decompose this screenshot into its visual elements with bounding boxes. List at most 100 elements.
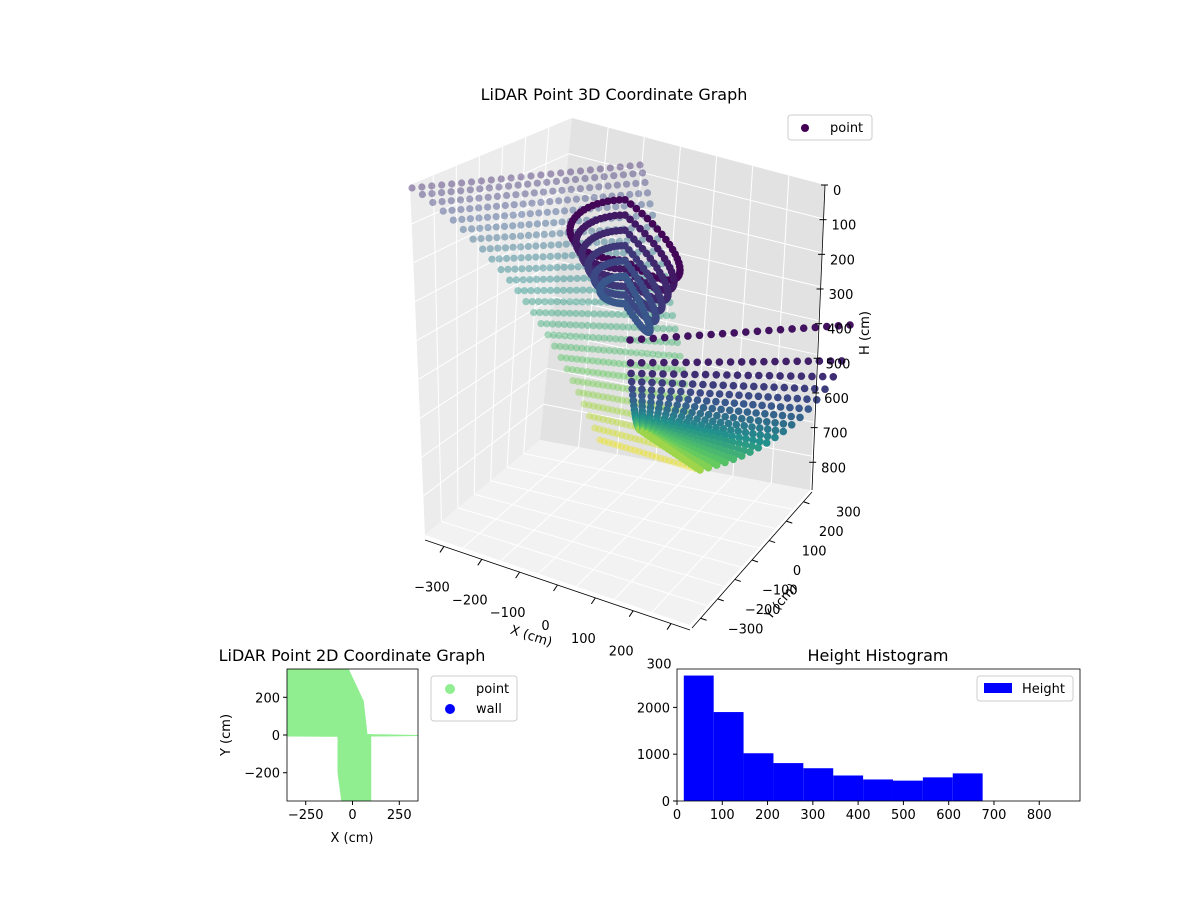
point-marker bbox=[804, 405, 813, 413]
point-marker bbox=[612, 335, 620, 343]
point-marker bbox=[674, 459, 682, 468]
point-marker bbox=[609, 394, 617, 402]
point-marker bbox=[646, 324, 654, 333]
point-marker bbox=[765, 371, 774, 380]
point-marker bbox=[539, 242, 548, 250]
point-marker bbox=[748, 442, 756, 451]
point-marker bbox=[631, 446, 639, 454]
z-tick-label-3d: 600 bbox=[824, 392, 849, 407]
point-marker bbox=[543, 320, 551, 328]
x-tick-label-histogram: 700 bbox=[982, 808, 1007, 823]
scatter-2d bbox=[287, 669, 418, 801]
point-marker bbox=[599, 381, 607, 389]
point-marker bbox=[540, 286, 548, 295]
point-marker bbox=[505, 182, 513, 190]
legend-3d: point bbox=[787, 114, 873, 141]
x-ticks-histogram: 0 100 200 300 400 500 600 700 800 bbox=[673, 801, 1052, 823]
y-tick-mark-3d bbox=[734, 578, 742, 582]
point-marker bbox=[408, 184, 416, 192]
x-tick-label-3d: −300 bbox=[414, 580, 450, 595]
point-marker bbox=[594, 392, 602, 400]
point-marker bbox=[696, 466, 704, 474]
point-marker bbox=[649, 358, 657, 367]
point-marker bbox=[771, 433, 779, 442]
point-marker bbox=[648, 370, 657, 378]
point-marker bbox=[624, 323, 633, 331]
point-marker bbox=[614, 310, 622, 318]
point-marker bbox=[834, 322, 843, 330]
point-marker bbox=[518, 265, 526, 273]
point-marker bbox=[509, 243, 517, 251]
y-tick-mark-3d bbox=[717, 598, 724, 602]
grid-line bbox=[411, 153, 569, 225]
point-marker bbox=[749, 400, 757, 409]
point-marker bbox=[803, 395, 811, 404]
point-marker bbox=[537, 320, 545, 328]
point-marker bbox=[709, 381, 717, 389]
point-marker bbox=[578, 333, 586, 341]
point-marker bbox=[734, 427, 742, 436]
point-marker bbox=[517, 232, 525, 240]
point-marker bbox=[608, 310, 616, 318]
point-marker bbox=[608, 406, 617, 414]
point-marker bbox=[647, 386, 656, 394]
point-marker bbox=[479, 245, 487, 253]
point-marker bbox=[779, 427, 788, 436]
point-marker bbox=[547, 241, 555, 249]
point-marker bbox=[532, 253, 540, 261]
point-marker bbox=[696, 389, 704, 397]
point-marker bbox=[722, 436, 730, 445]
point-marker bbox=[509, 211, 517, 219]
point-marker bbox=[626, 359, 635, 367]
point-marker bbox=[626, 162, 634, 170]
point-marker bbox=[756, 437, 764, 446]
x-tick-label-histogram: 600 bbox=[936, 808, 961, 823]
x-tick-mark-3d bbox=[515, 571, 521, 579]
point-marker bbox=[622, 444, 630, 452]
grid-line bbox=[455, 165, 459, 508]
point-marker bbox=[600, 238, 608, 246]
chart-title-2d: LiDAR Point 2D Coordinate Graph bbox=[219, 646, 486, 665]
point-marker bbox=[718, 329, 727, 338]
point-marker bbox=[676, 352, 684, 360]
point-marker bbox=[616, 347, 624, 355]
point-marker bbox=[493, 234, 501, 242]
point-marker bbox=[613, 441, 622, 449]
point-marker bbox=[821, 385, 829, 394]
point-marker bbox=[786, 403, 794, 412]
point-marker bbox=[730, 329, 738, 337]
point-marker bbox=[612, 249, 620, 257]
point-marker bbox=[735, 433, 743, 442]
point-marker bbox=[494, 244, 502, 252]
point-marker bbox=[532, 231, 541, 239]
point-marker bbox=[647, 392, 656, 401]
histogram-bar bbox=[743, 753, 774, 801]
grid-line bbox=[423, 403, 544, 497]
point-marker bbox=[546, 252, 555, 260]
point-marker bbox=[546, 264, 554, 272]
point-marker bbox=[484, 224, 492, 232]
point-marker bbox=[525, 220, 533, 229]
histogram-bar bbox=[773, 763, 804, 801]
point-marker bbox=[670, 458, 678, 466]
point-marker bbox=[753, 327, 762, 336]
point-marker bbox=[560, 263, 568, 271]
grid-line bbox=[473, 156, 480, 495]
point-marker bbox=[594, 346, 602, 354]
point-marker bbox=[626, 200, 635, 208]
point-marker bbox=[503, 254, 511, 263]
x-tick-label-3d: −100 bbox=[490, 606, 526, 621]
point-marker bbox=[645, 234, 654, 243]
y-tick-label-histogram: 0 bbox=[662, 795, 670, 810]
point-marker bbox=[639, 449, 648, 457]
point-marker bbox=[526, 276, 534, 284]
point-marker bbox=[466, 205, 474, 213]
point-marker bbox=[486, 245, 494, 253]
point-marker bbox=[630, 323, 638, 331]
point-marker bbox=[812, 396, 821, 404]
chart-title-3d: LiDAR Point 3D Coordinate Graph bbox=[481, 85, 748, 104]
point-marker bbox=[744, 392, 753, 400]
grid-line bbox=[490, 480, 759, 549]
point-marker bbox=[524, 253, 533, 262]
legend-label-height: Height bbox=[1022, 682, 1065, 697]
